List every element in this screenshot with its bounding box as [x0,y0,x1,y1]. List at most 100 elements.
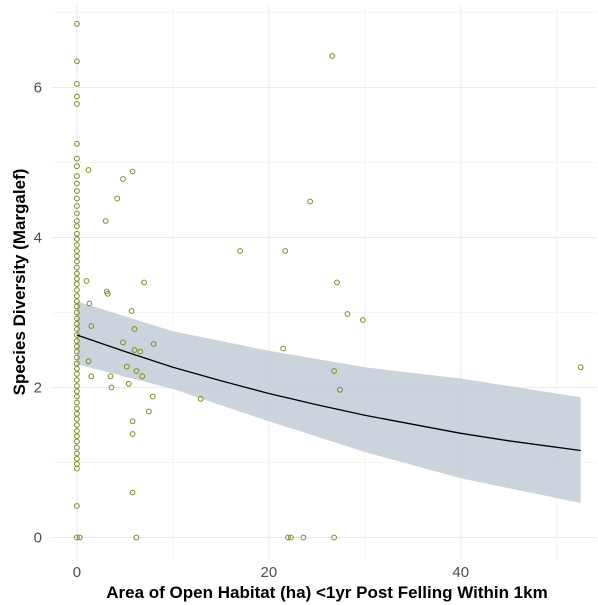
data-point [334,279,340,286]
data-point [85,167,92,173]
data-point [337,386,343,393]
data-point [74,210,80,217]
data-point [83,278,90,284]
data-point [74,58,80,65]
data-point [74,188,80,194]
data-point [114,195,121,202]
data-point [74,444,80,451]
data-point [137,348,144,355]
data-point [329,53,336,59]
data-point [74,203,80,209]
data-point [120,176,126,182]
data-point [331,534,338,541]
data-point [577,364,584,371]
data-point [280,345,287,352]
data-point [74,326,80,332]
data-point [74,180,80,187]
data-points [74,20,584,541]
data-point [104,290,111,297]
data-point [74,503,80,509]
data-point [307,198,314,205]
data-point [149,393,156,400]
data-point [74,80,80,87]
data-point [285,534,291,541]
data-point [139,373,146,380]
data-point [197,395,204,402]
data-point [131,347,138,353]
data-point [74,155,80,162]
data-point [129,168,136,175]
data-point [74,101,80,107]
data-point [133,368,140,374]
data-point [76,534,83,541]
x-tick-label: 40 [452,564,469,581]
y-tick-label: 0 [34,530,42,547]
data-point [107,373,114,380]
data-point [141,279,148,286]
data-point [74,354,80,361]
data-point [128,308,135,314]
y-tick-label: 4 [34,230,42,247]
data-point [74,173,80,179]
data-point [74,371,80,377]
data-point [360,317,366,323]
data-point [74,93,80,100]
x-tick-labels: 0 20 40 [73,564,469,581]
data-point [133,534,140,541]
data-point [237,248,244,254]
data-point [74,399,80,406]
data-point [88,323,95,329]
data-point [129,418,136,425]
data-point [74,309,80,316]
data-point [74,377,80,383]
data-point [74,422,80,428]
data-point [74,438,80,445]
data-point [331,368,338,374]
data-point [120,339,126,346]
data-point [74,416,80,422]
data-point [125,380,132,387]
y-tick-label: 6 [34,80,42,97]
data-point [300,534,307,541]
data-point [74,264,80,271]
x-tick-label: 0 [73,564,81,581]
data-point [74,393,80,400]
data-point [288,534,294,541]
data-point [74,195,80,202]
data-point [74,236,80,242]
data-point [74,223,80,230]
y-axis-title: Species Diversity (Margalef) [10,169,29,396]
y-tick-label: 2 [34,380,42,397]
data-point [74,281,80,287]
data-point [146,408,152,415]
data-point [129,489,136,496]
data-point [74,258,80,265]
data-point [131,326,138,332]
data-point [85,358,92,365]
data-point [282,248,289,254]
data-point [88,373,95,380]
data-point [129,431,136,437]
data-point [74,20,80,27]
data-point [344,311,351,317]
y-tick-labels: 0 2 4 6 [34,80,42,547]
fitted-line [76,334,581,452]
data-point [123,363,130,370]
data-point [74,534,80,541]
data-point [150,341,157,347]
data-point [74,163,80,170]
data-point [74,303,80,310]
data-point [108,384,115,391]
x-tick-label: 20 [261,564,278,581]
x-axis-title: Area of Open Habitat (ha) <1yr Post Fell… [106,583,547,602]
data-point [74,332,80,338]
data-point [74,465,80,472]
data-point [102,218,109,224]
data-point [74,348,80,355]
data-point [74,242,80,248]
confidence-band [76,301,581,503]
data-point [86,300,93,307]
data-point [74,287,80,293]
data-point [74,140,80,147]
